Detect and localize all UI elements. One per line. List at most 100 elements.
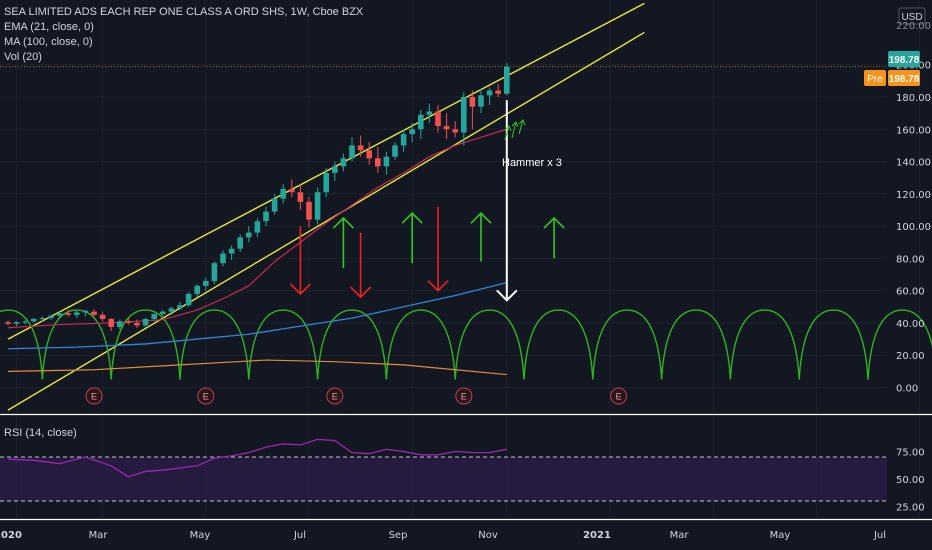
last-price-badge-box — [888, 51, 920, 67]
ma-legend[interactable]: MA (100, close, 0) — [4, 36, 93, 48]
cycle-arc — [110, 309, 181, 380]
earnings-marker-label: E — [203, 392, 209, 402]
candle-body — [461, 96, 467, 133]
candle-body — [91, 311, 97, 315]
y-tick-label: 140.00 — [896, 158, 931, 169]
candle-body — [5, 322, 11, 324]
cycle-arc — [248, 309, 319, 380]
chart-grid — [0, 0, 921, 520]
candle-body — [426, 111, 433, 115]
pre-badge-tag-box — [864, 70, 886, 86]
earnings-marker — [455, 387, 473, 405]
rsi-line — [7, 438, 507, 478]
x-tick-label: Sep — [389, 530, 408, 541]
candle-body — [452, 129, 458, 133]
candle-body — [383, 156, 390, 167]
cycle-arc — [660, 309, 732, 380]
cycle-arc — [179, 309, 250, 380]
candle-body — [504, 66, 510, 94]
arrow-head — [470, 212, 492, 224]
cycle-arc — [41, 309, 112, 380]
x-tick-label: Nov — [478, 530, 498, 541]
candle-body — [151, 314, 157, 319]
candle-body — [254, 221, 261, 233]
y-tick-label: 80.00 — [896, 254, 925, 265]
earnings-marker-label: E — [332, 392, 338, 402]
cycle-arc — [454, 309, 525, 380]
hammer-arrow — [504, 125, 510, 141]
candle-body — [31, 318, 37, 322]
candle-body — [211, 263, 218, 281]
candle-body — [185, 293, 192, 306]
arrow-annotations — [289, 100, 565, 302]
candle-body — [340, 158, 347, 167]
candle-body — [349, 145, 355, 159]
vol-legend[interactable]: Vol (20) — [4, 51, 42, 63]
currency-button-box[interactable] — [898, 7, 926, 25]
pre-badge-value: 198.78 — [889, 74, 920, 85]
cycle-arc — [592, 309, 663, 380]
candle-body — [366, 150, 372, 159]
candle-body — [375, 158, 381, 167]
x-tick-label: Jul — [873, 530, 886, 541]
rsi-pane — [0, 438, 887, 502]
x-tick-label: Mar — [89, 530, 109, 541]
candle-body — [22, 321, 28, 323]
pre-badge-tag: Pre — [867, 74, 883, 85]
cycle-arc — [316, 309, 388, 380]
earnings-marker-label: E — [91, 392, 97, 402]
candle-body — [194, 285, 200, 294]
hammer-annotation: Hammer x 3 — [502, 157, 562, 169]
candle-body — [289, 188, 295, 193]
rsi-y-tick-label: 50.00 — [896, 475, 925, 486]
cycle-arc — [798, 309, 869, 380]
arrow-head — [427, 280, 449, 292]
candle-body — [56, 313, 63, 316]
channel-lower-line — [7, 31, 645, 411]
candle-body — [246, 232, 252, 238]
rsi-y-tick-label: 75.00 — [896, 448, 925, 459]
moving-averages — [7, 128, 507, 376]
arrow-head — [289, 283, 311, 296]
candle-body — [418, 114, 424, 130]
candle-body — [357, 145, 364, 151]
candle-body — [74, 312, 80, 315]
earnings-marker-label: E — [616, 392, 622, 402]
y-tick-label: 60.00 — [896, 287, 925, 298]
candle-body — [409, 129, 415, 135]
candle-body — [478, 95, 484, 107]
candle-body — [108, 318, 114, 327]
y-tick-label: 100.00 — [896, 222, 931, 233]
candle-body — [306, 201, 312, 220]
rsi-legend[interactable]: RSI (14, close) — [4, 427, 77, 439]
cycle-arc — [523, 309, 594, 380]
candle-body — [443, 126, 450, 130]
candlestick-series[interactable] — [5, 63, 510, 332]
candle-body — [220, 253, 226, 264]
currency-button[interactable]: USD — [901, 12, 922, 23]
y-tick-label: 120.00 — [896, 190, 931, 201]
candle-body — [228, 248, 235, 254]
y-tick-partial: 220.00 — [896, 21, 931, 32]
earnings-marker — [197, 387, 215, 405]
y-tick-label: 20.00 — [896, 351, 925, 362]
rsi-band — [0, 457, 887, 501]
candle-body — [177, 305, 183, 309]
y-tick-label: 0.00 — [896, 384, 918, 395]
rsi-y-tick-label: 25.00 — [896, 503, 925, 514]
ema-legend[interactable]: EMA (21, close, 0) — [4, 21, 94, 33]
hammer-arrow-head — [518, 119, 526, 126]
candle-body — [400, 134, 407, 146]
candle-body — [323, 172, 329, 193]
candle-body — [495, 90, 501, 94]
x-tick-label: May — [190, 530, 211, 541]
volume-ma-line — [7, 359, 507, 376]
pre-badge-box — [888, 70, 920, 86]
y-tick-label: 160.00 — [896, 125, 931, 136]
ma-100-line — [7, 281, 507, 350]
x-tick-label: 2021 — [583, 530, 611, 541]
y-tick-label: 40.00 — [896, 319, 925, 330]
cycle-arc — [729, 309, 800, 380]
candle-body — [99, 314, 106, 319]
